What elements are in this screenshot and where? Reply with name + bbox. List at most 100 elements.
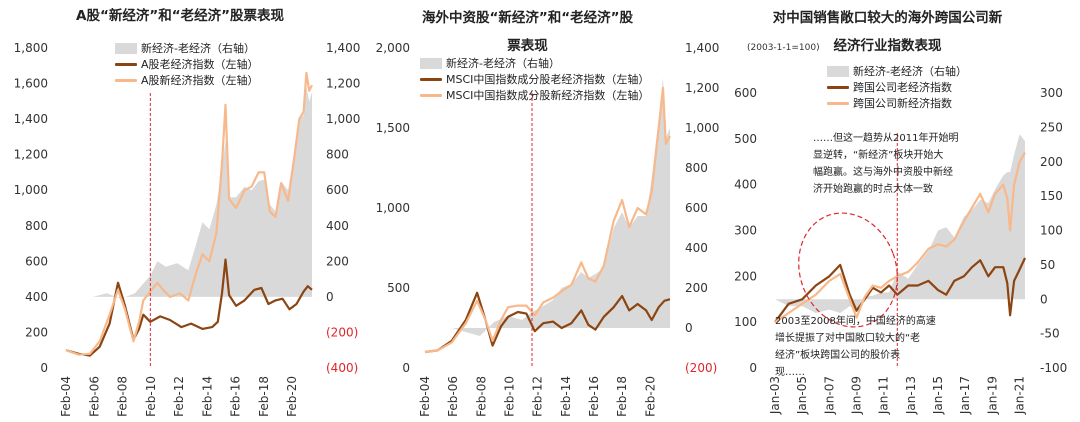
y-right-tick-label: 0 — [326, 290, 334, 304]
unit-note: (2003-1-1=100) — [747, 43, 820, 53]
y-left-tick-label: 1,500 — [376, 121, 410, 135]
x-tick-label: Jan-17 — [958, 376, 972, 415]
x-tick-label: Feb-16 — [229, 376, 243, 417]
x-tick-label: Jan-05 — [795, 376, 809, 415]
y-left-tick-label: 0 — [402, 361, 410, 375]
y-left-tick-label: 2,000 — [376, 41, 410, 55]
x-tick-label: Jan-03 — [768, 376, 782, 415]
y-right-tick-label: 200 — [685, 281, 708, 295]
legend-item-diff: 新经济-老经济（右轴） — [115, 40, 259, 56]
legend-swatch-diff — [420, 57, 442, 69]
chart-title: A股“新经济”和“老经济”股票表现 — [76, 8, 284, 24]
legend-swatch-new — [827, 101, 849, 105]
y-left-tick-label: 1,600 — [14, 77, 48, 91]
y-right-tick-label: 1,400 — [685, 41, 719, 55]
series-line-new-economy — [424, 86, 671, 354]
annotation-line: 2003至2008年间，中国经济的高速 — [775, 316, 936, 327]
chart-legend: 新经济-老经济（右轴） MSCI中国指数成分股老经济指数（左轴） MSCI中国指… — [420, 55, 649, 103]
legend-label: 新经济-老经济（右轴） — [446, 56, 560, 70]
x-tick-label: Feb-12 — [172, 376, 186, 417]
series-line-new-economy — [65, 71, 313, 356]
y-right-tick-label: 200 — [1040, 155, 1063, 169]
x-tick-label: Jan-15 — [931, 376, 945, 415]
x-tick-label: Feb-16 — [587, 376, 601, 417]
legend-label: A股老经济指数（左轴） — [141, 57, 259, 71]
legend-label: 新经济-老经济（右轴） — [141, 41, 255, 55]
y-left-tick-label: 300 — [734, 224, 757, 238]
y-right-tick-label: (400) — [326, 361, 358, 375]
x-tick-label: Jan-07 — [822, 376, 836, 415]
annotation-line: 幅跑赢。这与海外中资股中新经 — [813, 167, 953, 178]
y-right-tick-label: 600 — [685, 201, 708, 215]
y-right-tick-label: (200) — [685, 361, 717, 375]
x-tick-label: Feb-20 — [643, 376, 657, 417]
y-right-tick-label: 1,000 — [685, 121, 719, 135]
legend-label: 新经济-老经济（右轴） — [853, 64, 967, 78]
chart-legend: 新经济-老经济（右轴） 跨国公司老经济指数 跨国公司新经济指数 — [827, 63, 967, 111]
x-tick-label: Feb-10 — [144, 376, 158, 417]
y-right-tick-label: 150 — [1040, 189, 1063, 203]
y-right-tick-label: 300 — [1040, 86, 1063, 100]
y-left-tick-label: 600 — [25, 254, 48, 268]
chart-plot-a-share: 1,800 1,600 1,400 1,200 1,000 800 600 400 200 0 1,… — [14, 41, 361, 417]
legend-label: 跨国公司新经济指数 — [853, 96, 952, 110]
y-left-tick-label: 400 — [734, 178, 757, 192]
x-tick-label: Jan-19 — [985, 376, 999, 415]
legend-swatch-diff — [115, 42, 137, 54]
y-right-tick-label: 0 — [1040, 292, 1048, 306]
x-tick-label: Feb-04 — [418, 376, 432, 417]
legend-label: MSCI中国指数成分股老经济指数（左轴） — [446, 72, 650, 86]
y-right-tick-label: (200) — [326, 325, 358, 339]
y-left-tick-label: 1,800 — [14, 41, 48, 55]
legend-item-old: 跨国公司老经济指数 — [827, 79, 967, 95]
chart-title-line-2: 票表现 — [507, 38, 548, 54]
series-area-diff — [425, 78, 670, 336]
legend-item-old: MSCI中国指数成分股老经济指数（左轴） — [420, 71, 649, 87]
legend-label: A股新经济指数（左轴） — [141, 73, 259, 87]
legend-label: 跨国公司老经济指数 — [853, 80, 952, 94]
chart-title-line-2: 经济行业指数表现 — [833, 38, 942, 54]
x-tick-label: Jan-09 — [850, 376, 864, 415]
legend-swatch-diff — [827, 65, 849, 77]
legend-item-diff: 新经济-老经济（右轴） — [420, 55, 649, 71]
y-right-tick-label: 1,000 — [326, 112, 360, 126]
series-line-new-economy — [774, 152, 1026, 324]
series-area-diff — [775, 134, 1025, 313]
y-right-tick-label: 800 — [685, 161, 708, 175]
legend-label: MSCI中国指数成分股新经济指数（左轴） — [446, 88, 650, 102]
y-left-tick-label: 0 — [40, 361, 48, 375]
chart-plot-multinational: 6005004003002001000300250200150100500-50… — [734, 86, 1067, 415]
legend-item-new: A股新经济指数（左轴） — [115, 72, 259, 88]
annotation-line: 济开始跑赢的时点大体一致 — [813, 184, 933, 195]
chart-title-line-1: 对中国销售敞口较大的海外跨国公司新 — [772, 10, 1003, 26]
x-tick-label: Feb-06 — [87, 376, 101, 417]
chart-title-line-1: 海外中资股“新经济”和“老经济”股 — [422, 10, 633, 26]
legend-item-new: MSCI中国指数成分股新经济指数（左轴） — [420, 87, 649, 103]
y-left-tick-label: 200 — [734, 269, 757, 283]
annotation-bottom: 2003至2008年间，中国经济的高速 增长提振了对中国敞口较大的“老 经济”板… — [775, 313, 950, 381]
y-left-tick-label: 500 — [387, 281, 410, 295]
y-left-tick-label: 1,000 — [376, 201, 410, 215]
x-tick-label: Feb-06 — [446, 376, 460, 417]
annotation-line: 现…… — [775, 367, 805, 378]
annotation-line: 经济”板块跨国公司的股价表 — [775, 350, 901, 361]
y-left-tick-label: 1,400 — [14, 112, 48, 126]
y-right-tick-label: 1,200 — [685, 81, 719, 95]
annotation-top: ……但这一趋势从2011年开始明 显逆转，“新经济”板块开始大 幅跑赢。这与海外… — [813, 130, 973, 198]
x-tick-label: Jan-11 — [877, 376, 891, 415]
legend-swatch-new — [420, 93, 442, 97]
y-right-tick-label: -100 — [1040, 361, 1067, 375]
x-tick-label: Jan-13 — [904, 376, 918, 415]
y-right-tick-label: 1,200 — [326, 77, 360, 91]
legend-swatch-old — [827, 85, 849, 89]
x-tick-label: Feb-14 — [200, 376, 214, 417]
y-right-tick-label: 200 — [326, 254, 349, 268]
legend-item-new: 跨国公司新经济指数 — [827, 95, 967, 111]
x-tick-label: Feb-18 — [257, 376, 271, 417]
legend-swatch-old — [420, 77, 442, 81]
y-right-tick-label: 1,400 — [326, 41, 360, 55]
x-tick-label: Feb-14 — [559, 376, 573, 417]
x-tick-label: Feb-04 — [59, 376, 73, 417]
x-tick-label: Feb-08 — [474, 376, 488, 417]
x-tick-label: Feb-10 — [502, 376, 516, 417]
